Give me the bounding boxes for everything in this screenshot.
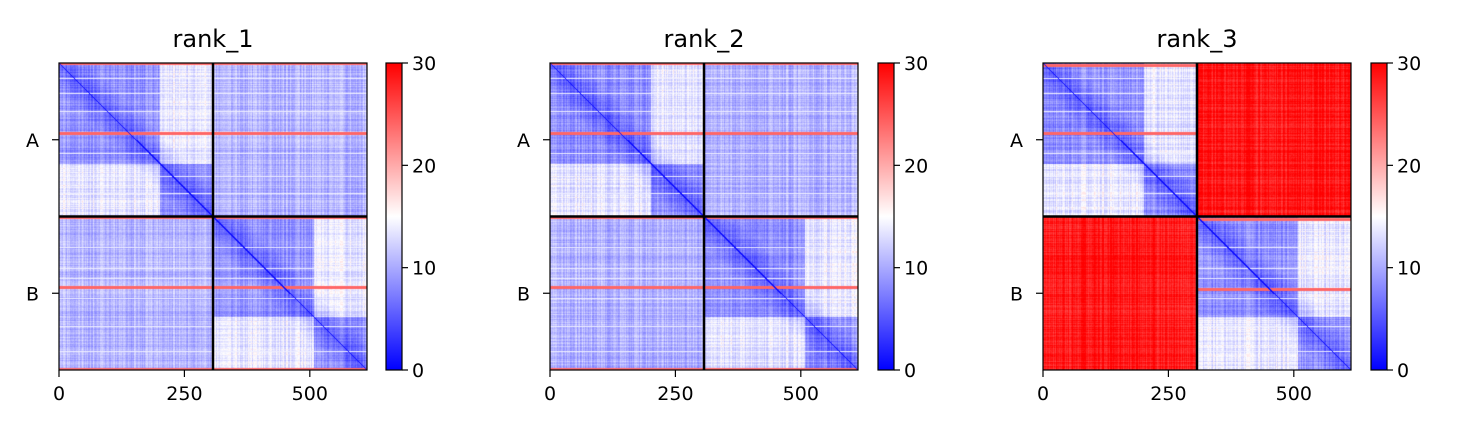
x-tick-label: 500: [292, 383, 328, 405]
colorbar: [385, 62, 403, 371]
subplot-rank_1: rank_1 0 250 500 A B 0 10 20 30: [26, 25, 436, 405]
subplot-rank_3: rank_3 0 250 500 A B 0 10 20 30: [1010, 25, 1421, 405]
colorbar-tick-label: 20: [412, 155, 436, 177]
colorbar-tick-label: 0: [904, 360, 916, 382]
axes-frame: [1042, 62, 1352, 371]
colorbar-tick-label: 0: [412, 360, 424, 382]
colorbar-tick-label: 10: [904, 258, 928, 280]
x-tick-label: 250: [657, 383, 693, 405]
colorbar-tick-label: 20: [1397, 155, 1421, 177]
colorbar-tick-label: 30: [904, 53, 928, 75]
colorbar-tick-label: 0: [1397, 360, 1409, 382]
x-tick-label: 0: [544, 383, 556, 405]
y-tick-label: B: [517, 283, 530, 305]
axes-frame: [549, 62, 859, 371]
y-tick-label: B: [26, 283, 39, 305]
colorbar-tick-label: 10: [1397, 258, 1421, 280]
axes-frame: [58, 62, 368, 371]
x-tick-label: 0: [1037, 383, 1049, 405]
subplot-rank_2: rank_2 0 250 500 A B 0 10 20 30: [517, 25, 928, 405]
x-tick-label: 500: [1276, 383, 1312, 405]
x-tick-label: 0: [53, 383, 65, 405]
y-tick-label: B: [1010, 283, 1023, 305]
colorbar: [1370, 62, 1388, 371]
chart-title: rank_1: [173, 25, 254, 53]
y-tick-label: A: [1010, 130, 1023, 152]
colorbar-tick-label: 30: [1397, 53, 1421, 75]
chart-title: rank_3: [1157, 25, 1238, 53]
colorbar-tick-label: 10: [412, 258, 436, 280]
colorbar-tick-label: 30: [412, 53, 436, 75]
x-tick-label: 500: [783, 383, 819, 405]
colorbar-tick-label: 20: [904, 155, 928, 177]
y-tick-label: A: [517, 130, 530, 152]
y-tick-label: A: [26, 130, 39, 152]
x-tick-label: 250: [1150, 383, 1186, 405]
x-tick-label: 250: [166, 383, 202, 405]
colorbar: [877, 62, 895, 371]
chart-title: rank_2: [664, 25, 745, 53]
